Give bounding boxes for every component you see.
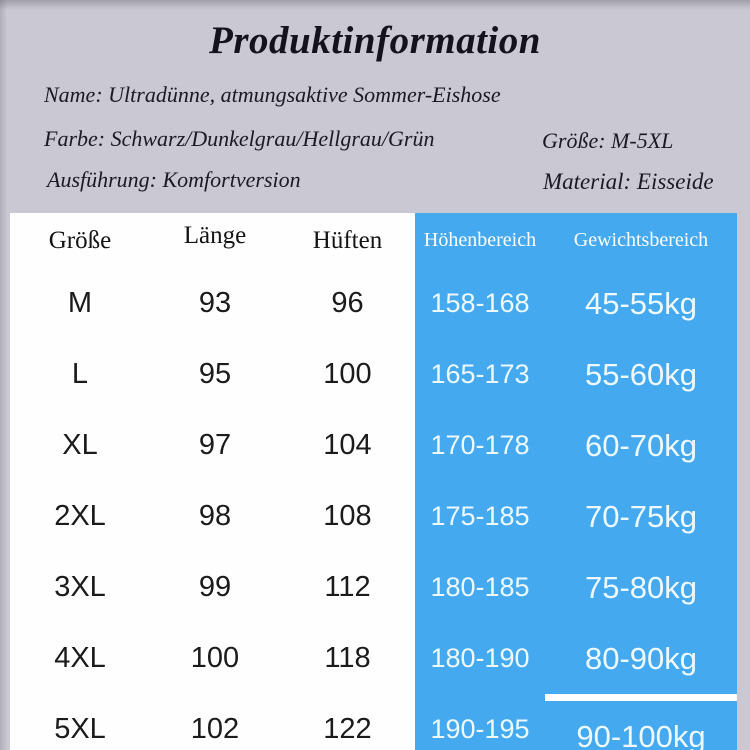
cell-hips: 108 <box>323 500 372 532</box>
cell-height-range: 158-168 <box>415 268 545 339</box>
cell-weight-range: 60-70kg <box>545 410 737 481</box>
cell-size: L <box>71 358 89 390</box>
header-gewichtsbereich: Gewichtsbereich <box>545 213 737 268</box>
cell-hips: 112 <box>324 571 371 603</box>
left-shadow <box>0 0 7 750</box>
cell-length: 95 <box>198 358 232 390</box>
cell-hips: 100 <box>323 358 372 390</box>
cell-size: M <box>67 287 93 319</box>
product-size-range: Größe: M-5XL <box>542 128 674 153</box>
cell-hips: 122 <box>323 713 372 745</box>
cell-height-range: 180-190 <box>415 623 545 694</box>
cell-hips: 118 <box>324 642 371 674</box>
cell-length: 102 <box>190 713 240 745</box>
cell-length: 99 <box>198 571 232 603</box>
size-table: Größe Länge Hüften Höhenbereich Gewichts… <box>10 213 737 750</box>
cell-size: 5XL <box>54 713 106 745</box>
cell-height-range: 180-185 <box>415 552 545 623</box>
cell-size: XL <box>62 429 98 461</box>
product-color-line: Farbe: Schwarz/Dunkelgrau/Hellgrau/Grün <box>44 126 435 151</box>
cell-height-range: 175-185 <box>415 481 545 552</box>
cell-weight-range: 55-60kg <box>545 339 737 410</box>
page-title: Produktinformation <box>209 19 541 62</box>
cell-weight-range: 90-100kg <box>545 701 737 750</box>
product-version-line: Ausführung: Komfortversion <box>47 167 301 192</box>
cell-length: 98 <box>198 500 232 532</box>
cell-size: 3XL <box>54 571 106 603</box>
cell-weight-range: 80-90kg <box>545 623 737 694</box>
cell-height-range: 170-178 <box>415 410 545 481</box>
cell-length: 100 <box>190 642 240 674</box>
cell-size: 2XL <box>54 500 106 532</box>
top-shadow <box>0 0 750 10</box>
cell-length: 97 <box>198 429 232 461</box>
cell-weight-range: 75-80kg <box>545 552 737 623</box>
cell-length: 93 <box>198 287 232 319</box>
cell-size: 4XL <box>54 642 106 674</box>
cell-height-range: 190-195 <box>415 694 545 750</box>
cell-hips: 104 <box>323 429 372 461</box>
cell-weight-range: 70-75kg <box>545 481 737 552</box>
cell-weight-range: 45-55kg <box>545 268 737 339</box>
header-hueften: Hüften <box>312 226 383 254</box>
product-material-line: Material: Eisseide <box>543 169 714 194</box>
cell-hips: 96 <box>331 287 364 319</box>
product-name-line: Name: Ultradünne, atmungsaktive Sommer-E… <box>44 82 501 107</box>
header-groesse: Größe <box>48 226 112 254</box>
cell-height-range: 165-173 <box>415 339 545 410</box>
header-hoehenbereich: Höhenbereich <box>415 213 545 268</box>
header-laenge: Länge <box>183 221 247 249</box>
